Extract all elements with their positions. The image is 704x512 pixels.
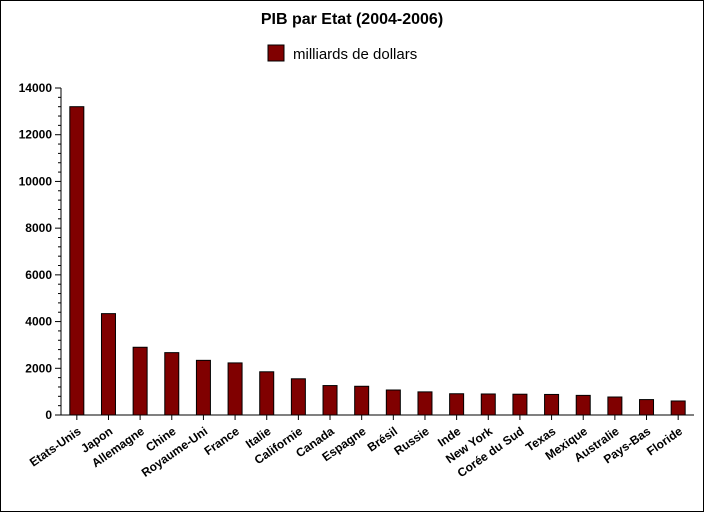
bar [290, 378, 306, 416]
legend-swatch [267, 44, 285, 62]
chart-title: PIB par Etat (2004-2006) [261, 11, 443, 28]
y-tick-label: 14000 [19, 81, 53, 95]
bar [354, 385, 370, 416]
bar [670, 400, 686, 416]
x-tick-label: Russie [391, 424, 432, 458]
x-tick-label: Etats-Unis [27, 424, 84, 470]
bar [607, 396, 623, 416]
bar [69, 106, 85, 416]
x-tick-label: France [202, 424, 243, 458]
bar [544, 393, 560, 416]
x-tick-label: Floride [644, 424, 685, 459]
bar [575, 394, 591, 416]
bar [100, 313, 116, 416]
bar [417, 391, 433, 416]
bar [449, 393, 465, 416]
bar [639, 399, 655, 416]
legend: milliards de dollars [267, 44, 417, 63]
y-tick-label: 12000 [19, 128, 53, 142]
bar [195, 359, 211, 416]
y-tick-label: 2000 [25, 361, 52, 375]
bar [385, 389, 401, 416]
y-tick-label: 0 [45, 408, 52, 422]
y-tick-label: 10000 [19, 174, 53, 188]
bars [69, 106, 686, 416]
y-axis: 0 2000 4000 6000 8000 10000 12000 14000 [19, 81, 62, 422]
bar [259, 371, 275, 416]
bar [132, 346, 148, 416]
y-tick-label: 6000 [25, 268, 52, 282]
bar [512, 393, 528, 416]
y-tick-label: 8000 [25, 221, 52, 235]
y-tick-label: 4000 [25, 315, 52, 329]
bar [227, 362, 243, 416]
legend-label: milliards de dollars [293, 46, 417, 63]
bar [164, 352, 180, 416]
bar [322, 385, 338, 416]
bar [480, 393, 496, 416]
x-axis: Etats-UnisJaponAllemagneChineRoyaume-Uni… [27, 414, 694, 480]
